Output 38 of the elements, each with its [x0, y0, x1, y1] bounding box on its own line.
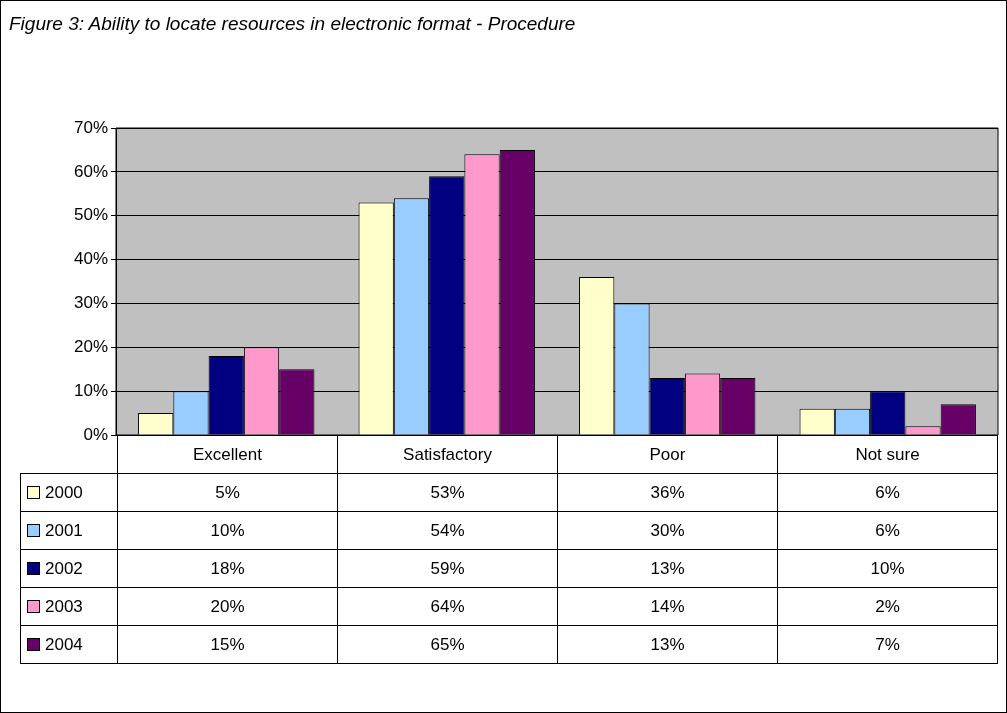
y-tick-label: 70% [73, 117, 108, 137]
data-label: 54% [337, 511, 558, 550]
y-tick-label: 0% [83, 424, 108, 444]
data-label: 30% [557, 511, 778, 550]
x-tick-label: Not sure [777, 435, 998, 474]
data-label: 13% [557, 549, 778, 588]
data-label: 36% [557, 473, 778, 512]
data-label: 10% [777, 549, 998, 588]
data-label: 7% [777, 625, 998, 664]
data-label: 14% [557, 587, 778, 626]
y-tick-label: 40% [73, 249, 108, 269]
data-label: 10% [117, 511, 338, 550]
data-label: 13% [557, 625, 778, 664]
legend-label: 2002 [20, 549, 118, 588]
chart-title: Figure 3: Ability to locate resources in electronic format - Procedure [9, 13, 576, 35]
data-label: 20% [117, 587, 338, 626]
data-label: 65% [337, 625, 558, 664]
y-tick-label: 10% [73, 380, 108, 400]
legend-label: 2003 [20, 587, 118, 626]
y-tick-label: 50% [73, 205, 108, 225]
data-label: 6% [777, 511, 998, 550]
x-tick-label: Poor [557, 435, 778, 474]
data-label: 53% [337, 473, 558, 512]
data-label: 64% [337, 587, 558, 626]
x-tick-label: Excellent [117, 435, 338, 474]
data-label: 5% [117, 473, 338, 512]
data-label: 59% [337, 549, 558, 588]
data-label: 18% [117, 549, 338, 588]
data-label: 15% [117, 625, 338, 664]
y-tick-label: 20% [73, 336, 108, 356]
data-label: 6% [777, 473, 998, 512]
x-tick-label: Satisfactory [337, 435, 558, 474]
legend-label: 2000 [20, 473, 118, 512]
legend-label: 2004 [20, 625, 118, 664]
y-tick-label: 30% [73, 293, 108, 313]
legend-label: 2001 [20, 511, 118, 550]
y-tick-label: 60% [73, 161, 108, 181]
data-label: 2% [777, 587, 998, 626]
